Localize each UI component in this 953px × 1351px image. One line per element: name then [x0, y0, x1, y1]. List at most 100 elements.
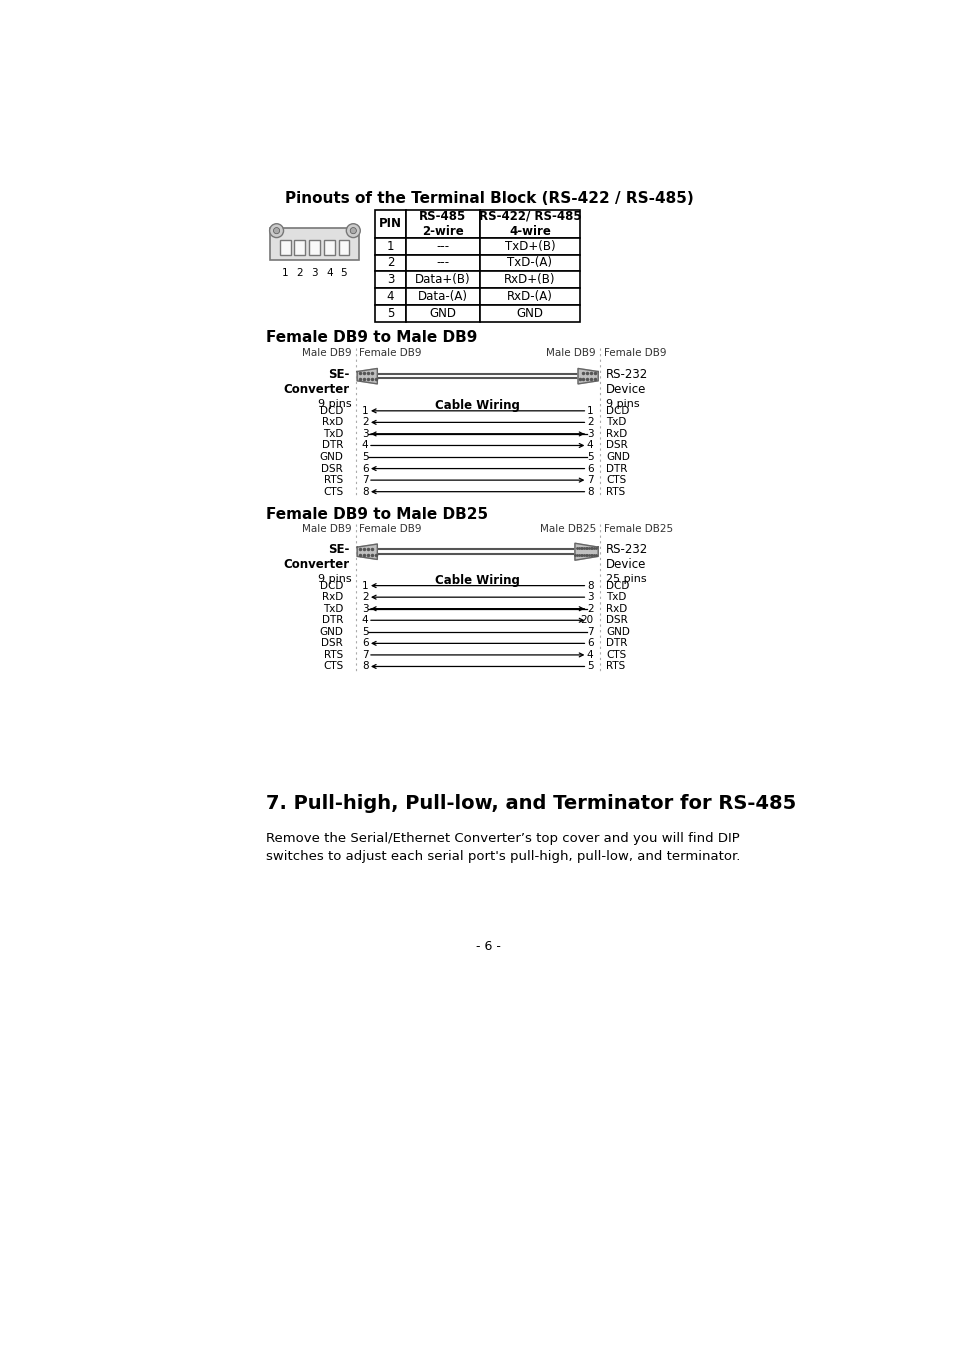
Text: RTS: RTS	[605, 662, 624, 671]
Text: 1: 1	[586, 405, 593, 416]
Text: 8: 8	[586, 486, 593, 497]
Text: 1: 1	[281, 267, 288, 277]
Text: GND: GND	[319, 627, 343, 636]
Text: 20: 20	[579, 615, 593, 626]
Text: 4: 4	[386, 290, 394, 304]
Text: RTS: RTS	[605, 486, 624, 497]
Text: - 6 -: - 6 -	[476, 940, 501, 952]
Text: 6: 6	[586, 463, 593, 474]
Text: CTS: CTS	[605, 650, 625, 659]
Polygon shape	[578, 369, 598, 384]
Text: RTS: RTS	[324, 650, 343, 659]
Text: RS-232
Device: RS-232 Device	[605, 367, 647, 396]
Text: 8: 8	[361, 662, 368, 671]
Text: Male DB9: Male DB9	[302, 524, 352, 534]
Text: RTS: RTS	[324, 476, 343, 485]
Text: ---: ---	[436, 239, 449, 253]
Text: 1: 1	[361, 405, 368, 416]
Text: 4: 4	[326, 267, 333, 277]
Text: 4: 4	[361, 615, 368, 626]
Text: TxD-(A): TxD-(A)	[507, 257, 552, 269]
Text: 5: 5	[361, 453, 368, 462]
Text: Male DB25: Male DB25	[539, 524, 596, 534]
Text: DSR: DSR	[321, 463, 343, 474]
Text: 4: 4	[586, 440, 593, 450]
Text: ---: ---	[436, 257, 449, 269]
Text: TxD: TxD	[605, 592, 626, 603]
Text: 25 pins: 25 pins	[605, 574, 646, 584]
Text: Data+(B): Data+(B)	[415, 273, 470, 286]
Text: 5: 5	[340, 267, 347, 277]
Bar	[406, 288, 479, 305]
Circle shape	[274, 227, 279, 234]
Text: SE-
Converter: SE- Converter	[283, 543, 349, 571]
Bar	[279, 240, 291, 255]
Bar	[406, 209, 479, 238]
Text: RxD: RxD	[321, 592, 343, 603]
Text: 8: 8	[586, 581, 593, 590]
Bar	[309, 240, 319, 255]
Text: 5: 5	[586, 662, 593, 671]
Circle shape	[346, 224, 360, 238]
Bar	[375, 209, 406, 238]
Text: TxD: TxD	[322, 428, 343, 439]
Text: 2: 2	[586, 604, 593, 613]
Text: RS-485
2-wire: RS-485 2-wire	[418, 209, 466, 238]
Text: 6: 6	[361, 639, 368, 648]
Text: DCD: DCD	[319, 581, 343, 590]
Text: 7: 7	[586, 627, 593, 636]
Text: GND: GND	[516, 307, 543, 320]
Text: 6: 6	[586, 639, 593, 648]
Text: 7: 7	[586, 476, 593, 485]
Text: RxD+(B): RxD+(B)	[504, 273, 556, 286]
Text: Female DB25: Female DB25	[603, 524, 672, 534]
Text: Cable Wiring: Cable Wiring	[435, 574, 519, 588]
Text: 4: 4	[361, 440, 368, 450]
Bar	[375, 254, 406, 272]
Text: 6: 6	[361, 463, 368, 474]
Text: RS-422/ RS-485
4-wire: RS-422/ RS-485 4-wire	[478, 209, 580, 238]
Bar	[375, 305, 406, 323]
Text: 1: 1	[386, 239, 394, 253]
Text: Female DB9 to Male DB9: Female DB9 to Male DB9	[266, 330, 477, 345]
Bar	[375, 272, 406, 288]
Text: DTR: DTR	[321, 615, 343, 626]
Bar	[406, 238, 479, 254]
Text: RxD: RxD	[321, 417, 343, 427]
Text: 1: 1	[361, 581, 368, 590]
Bar	[270, 227, 359, 259]
Text: DTR: DTR	[605, 639, 627, 648]
Text: DTR: DTR	[321, 440, 343, 450]
Text: 7: 7	[361, 650, 368, 659]
Text: SE-
Converter: SE- Converter	[283, 367, 349, 396]
Text: RS-232
Device: RS-232 Device	[605, 543, 647, 571]
Polygon shape	[356, 544, 377, 559]
Bar	[294, 240, 305, 255]
Text: DCD: DCD	[605, 581, 629, 590]
Text: 3: 3	[361, 428, 368, 439]
Text: TxD: TxD	[322, 604, 343, 613]
Text: GND: GND	[319, 453, 343, 462]
Text: 2: 2	[586, 417, 593, 427]
Text: 5: 5	[361, 627, 368, 636]
Text: 9 pins: 9 pins	[317, 400, 352, 409]
Text: CTS: CTS	[323, 486, 343, 497]
Text: CTS: CTS	[323, 662, 343, 671]
Text: RxD: RxD	[605, 428, 626, 439]
Text: Female DB9: Female DB9	[603, 349, 665, 358]
Bar	[406, 305, 479, 323]
Text: 8: 8	[361, 486, 368, 497]
Text: PIN: PIN	[378, 218, 401, 230]
Circle shape	[270, 224, 283, 238]
Text: Male DB9: Male DB9	[546, 349, 596, 358]
Text: CTS: CTS	[605, 476, 625, 485]
Circle shape	[350, 227, 356, 234]
Bar	[479, 288, 579, 305]
Text: 4: 4	[586, 650, 593, 659]
Text: 9 pins: 9 pins	[317, 574, 352, 584]
Text: 2: 2	[361, 592, 368, 603]
Text: TxD+(B): TxD+(B)	[504, 239, 555, 253]
Text: 2: 2	[386, 257, 394, 269]
Bar	[406, 254, 479, 272]
Text: 3: 3	[311, 267, 317, 277]
